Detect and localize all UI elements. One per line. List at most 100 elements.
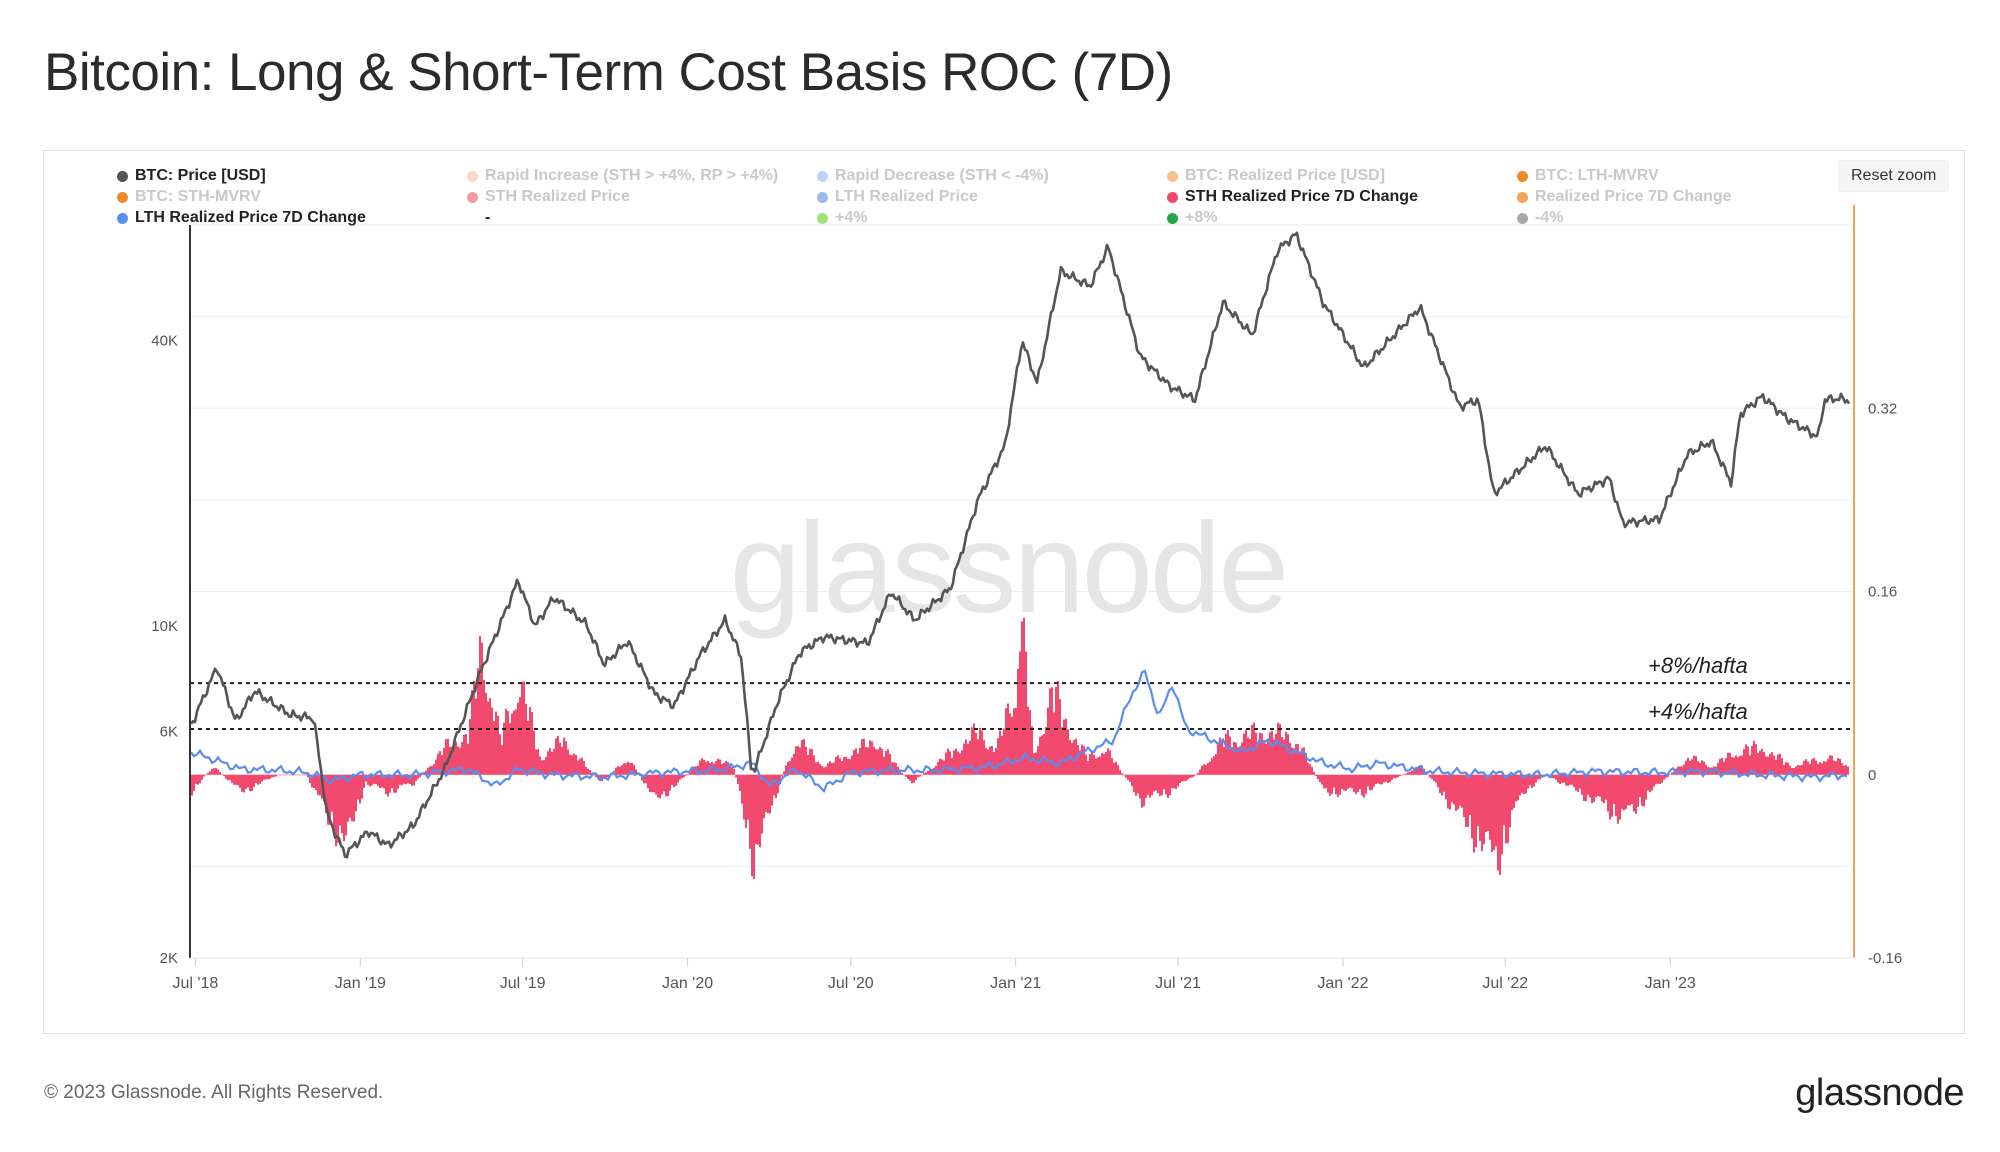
sth-column	[753, 774, 755, 880]
sth-column	[219, 772, 221, 775]
sth-column	[1301, 748, 1303, 775]
sth-column	[605, 774, 607, 779]
legend-item[interactable]: BTC: Price [USD]	[117, 167, 266, 185]
legend-item[interactable]: BTC: STH-MVRV	[117, 188, 261, 206]
sth-column	[845, 756, 847, 775]
legend-item[interactable]: Realized Price 7D Change	[1517, 188, 1732, 206]
sth-column	[1331, 774, 1333, 794]
legend-item[interactable]: +4%	[817, 209, 867, 227]
sth-column	[213, 768, 215, 775]
legend-label: BTC: Price [USD]	[135, 167, 266, 184]
sth-column	[671, 774, 673, 785]
sth-column	[1167, 774, 1169, 798]
legend-item[interactable]: Rapid Decrease (STH < -4%)	[817, 167, 1049, 185]
sth-column	[1173, 774, 1175, 789]
legend-color-dot	[817, 170, 828, 182]
sth-column	[1205, 764, 1207, 775]
legend-item[interactable]: Rapid Increase (STH > +4%, RP > +4%)	[467, 167, 778, 185]
sth-column	[809, 748, 811, 775]
sth-column	[1243, 733, 1245, 775]
sth-column	[1001, 735, 1003, 775]
axes: 2K 6K 10K 40K -0.16 0 0.16 0.32 Jul '18 Jan '19 Ju…	[151, 205, 1902, 992]
sth-column	[523, 681, 525, 775]
sth-column	[227, 774, 229, 781]
sth-column	[411, 774, 413, 786]
legend-item[interactable]: LTH Realized Price 7D Change	[117, 209, 366, 227]
sth-column	[741, 774, 743, 804]
sth-column	[1287, 734, 1289, 775]
sth-column	[877, 749, 879, 775]
sth-column	[991, 746, 993, 775]
sth-column	[1437, 774, 1439, 788]
sth-column	[889, 753, 891, 775]
reset-zoom-button[interactable]: Reset zoom	[1838, 160, 1950, 192]
legend-item[interactable]: STH Realized Price 7D Change	[1167, 188, 1418, 206]
sth-column	[1561, 774, 1563, 783]
sth-column	[1017, 668, 1019, 775]
sth-column	[745, 774, 747, 828]
legend-item[interactable]: LTH Realized Price	[817, 188, 978, 206]
sth-column	[1261, 733, 1263, 775]
sth-column	[575, 754, 577, 775]
sth-column	[1525, 774, 1527, 794]
sth-column	[273, 774, 275, 777]
sth-column	[1781, 758, 1783, 775]
sth-column	[1451, 774, 1453, 803]
sth-column	[837, 755, 839, 775]
sth-column	[1459, 774, 1461, 806]
sth-column	[1297, 744, 1299, 775]
sth-column	[1355, 774, 1357, 795]
sth-column	[1281, 736, 1283, 775]
sth-column	[525, 703, 527, 775]
sth-column	[1507, 774, 1509, 843]
sth-column	[1197, 772, 1199, 775]
legend-item[interactable]: BTC: Realized Price [USD]	[1167, 167, 1385, 185]
sth-column	[1085, 754, 1087, 775]
sth-column	[1117, 765, 1119, 775]
legend-item[interactable]: -	[485, 209, 490, 227]
sth-column	[899, 770, 901, 775]
sth-column	[459, 747, 461, 775]
sth-column	[875, 749, 877, 775]
legend-item[interactable]: +8%	[1167, 209, 1217, 227]
sth-column	[451, 746, 453, 775]
sth-column	[961, 750, 963, 775]
sth-column	[381, 774, 383, 788]
sth-column	[1655, 774, 1657, 785]
sth-column	[493, 721, 495, 775]
sth-column	[1307, 762, 1309, 775]
sth-column	[355, 774, 357, 812]
sth-column	[627, 761, 629, 775]
sth-column	[1385, 774, 1387, 782]
legend-item[interactable]: -4%	[1517, 209, 1563, 227]
sth-column	[1719, 758, 1721, 775]
sth-column	[1589, 774, 1591, 798]
sth-column	[389, 774, 391, 793]
sth-column	[1067, 729, 1069, 775]
sth-column	[1797, 765, 1799, 775]
sth-column	[1347, 774, 1349, 789]
sth-column	[1571, 774, 1573, 785]
sth-column	[1691, 759, 1693, 775]
sth-column	[1429, 774, 1431, 778]
sth-column	[1341, 774, 1343, 789]
sth-column	[515, 709, 517, 775]
sth-column	[905, 774, 907, 777]
sth-column	[953, 750, 955, 775]
sth-column	[1575, 774, 1577, 791]
sth-column	[471, 690, 473, 775]
legend-item[interactable]: BTC: LTH-MVRV	[1517, 167, 1659, 185]
sth-column	[999, 730, 1001, 775]
sth-column	[863, 738, 865, 775]
sth-column	[743, 774, 745, 820]
reference-lines: +8%/hafta +4%/hafta	[190, 653, 1854, 730]
sth-column	[1669, 774, 1671, 775]
sth-column	[1489, 774, 1491, 840]
sth-column	[1739, 755, 1741, 775]
legend-item[interactable]: STH Realized Price	[467, 188, 630, 206]
sth-column	[1593, 774, 1595, 803]
sth-column	[1771, 752, 1773, 775]
sth-column	[1255, 732, 1257, 775]
sth-column	[1275, 733, 1277, 775]
